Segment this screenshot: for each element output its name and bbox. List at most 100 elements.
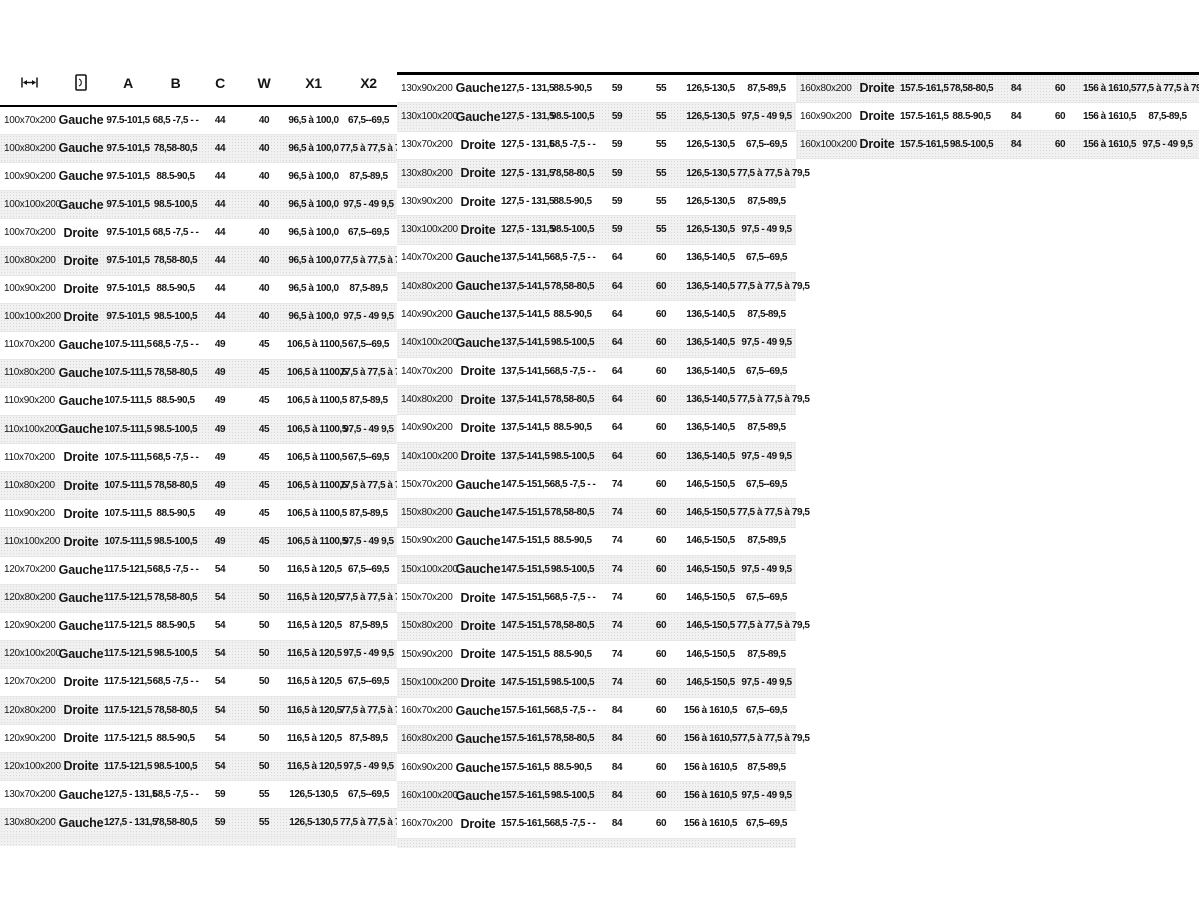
cell-x1: 106,5 à 1100,5 <box>287 535 347 547</box>
cell-b: 88.5-90,5 <box>553 761 592 773</box>
cell-x2: 77,5 à 77,5 à 79,5 <box>737 393 810 405</box>
stripe-tail <box>0 837 397 847</box>
cell-c: 84 <box>611 733 623 745</box>
cell-side: Gauche <box>455 307 501 322</box>
cell-w: 40 <box>258 311 270 323</box>
cell-size: 130x70x200 <box>401 139 453 151</box>
cell-x2: 87,5-89,5 <box>349 620 388 632</box>
cell-x2: 77,5 à 77,5 à 79,5 <box>340 592 413 604</box>
cell-a: 157.5-161,5 <box>501 790 550 802</box>
cell-a: 107.5-111,5 <box>104 367 152 379</box>
cell-x1: 146,5-150,5 <box>686 676 735 688</box>
cell-x1: 96,5 à 100,0 <box>288 198 339 210</box>
cell-w: 60 <box>1054 110 1066 122</box>
cell-x2: 67,5--69,5 <box>347 226 390 238</box>
cell-c: 49 <box>214 367 226 379</box>
table-row: 130x90x200 Droite 127,5 - 131,5 88.5-90,5 59… <box>397 188 796 217</box>
cell-b: 98.5-100,5 <box>550 676 595 688</box>
cell-w: 55 <box>655 167 667 179</box>
table-row: 140x90x200 Gauche 137,5-141,5 88.5-90,5 64 60… <box>397 301 796 330</box>
table-column-1: A B C W X1 X2 100x70x200 Gauche 97.5-101,5… <box>0 60 413 847</box>
cell-b: 98.5-100,5 <box>153 198 198 210</box>
cell-a: 117.5-121,5 <box>104 732 152 744</box>
table-row: 130x70x200 Gauche 127,5 - 131,5 68,5 -7,5 -… <box>0 781 397 810</box>
cell-x2: 77,5 à 77,5 à 79,5 <box>340 479 413 491</box>
cell-side: Droite <box>63 759 99 774</box>
cell-a: 157.5-161,5 <box>900 110 949 122</box>
cell-x2: 67,5--69,5 <box>745 478 788 490</box>
cell-side: Gauche <box>58 562 104 577</box>
cell-x1: 116,5 à 120,5 <box>287 592 342 604</box>
cell-c: 59 <box>214 816 226 828</box>
table-rows-column-2: 130x90x200 Gauche 127,5 - 131,5 88.5-90,5 59… <box>397 75 810 840</box>
cell-c: 74 <box>611 563 623 575</box>
cell-size: 140x80x200 <box>401 280 453 292</box>
cell-c: 54 <box>214 760 226 772</box>
table-column-3: 160x80x200 Droite 157.5-161,5 78,58-80,5 84 6… <box>796 72 1199 160</box>
cell-w: 60 <box>655 280 667 292</box>
cell-a: 137,5-141,5 <box>501 422 550 434</box>
cell-size: 120x90x200 <box>4 620 56 632</box>
cell-c: 44 <box>214 198 226 210</box>
cell-x2: 67,5--69,5 <box>745 365 788 377</box>
cell-b: 98.5-100,5 <box>153 423 198 435</box>
table-row: 100x70x200 Droite 97.5-101,5 68,5 -7,5 - - 4… <box>0 219 397 248</box>
cell-side: Droite <box>460 194 496 209</box>
cell-x1: 96,5 à 100,0 <box>288 255 339 267</box>
cell-c: 59 <box>214 788 226 800</box>
table-row: 160x100x200 Gauche 157.5-161,5 98.5-100,5 84… <box>397 782 796 811</box>
table-row: 140x80x200 Gauche 137,5-141,5 78,58-80,5 64 6… <box>397 273 810 302</box>
cell-x1: 96,5 à 100,0 <box>288 226 339 238</box>
table-row: 120x90x200 Droite 117.5-121,5 88.5-90,5 54 50… <box>0 725 397 754</box>
cell-a: 97.5-101,5 <box>106 114 150 126</box>
cell-a: 147.5-151,5 <box>501 591 550 603</box>
cell-x1: 126,5-130,5 <box>686 110 735 122</box>
cell-size: 150x70x200 <box>401 478 453 490</box>
cell-x2: 67,5--69,5 <box>745 139 788 151</box>
cell-x1: 146,5-150,5 <box>686 648 735 660</box>
cell-b: 68,5 -7,5 - - <box>549 252 596 264</box>
cell-w: 55 <box>258 816 270 828</box>
cell-w: 40 <box>258 114 270 126</box>
table-row: 150x70x200 Droite 147.5-151,5 68,5 -7,5 - -… <box>397 584 796 613</box>
cell-w: 60 <box>655 337 667 349</box>
cell-c: 74 <box>611 507 623 519</box>
cell-size: 110x80x200 <box>4 479 55 491</box>
table-row: 110x80x200 Droite 107.5-111,5 78,58-80,5 49 4… <box>0 472 413 501</box>
cell-a: 127,5 - 131,5 <box>501 195 555 207</box>
cell-size: 130x90x200 <box>401 82 453 94</box>
cell-x1: 126,5-130,5 <box>289 816 338 828</box>
cell-x2: 97,5 - 49 9,5 <box>741 224 792 236</box>
cell-b: 78,58-80,5 <box>550 393 595 405</box>
cell-size: 160x100x200 <box>800 138 857 150</box>
cell-x2: 87,5-89,5 <box>747 648 786 660</box>
cell-side: Gauche <box>58 113 104 128</box>
cell-b: 78,58-80,5 <box>153 255 198 267</box>
cell-side: Gauche <box>455 732 501 747</box>
cell-c: 59 <box>611 167 623 179</box>
cell-size: 160x80x200 <box>800 82 852 94</box>
table-row: 140x70x200 Droite 137,5-141,5 68,5 -7,5 - -… <box>397 357 796 387</box>
cell-b: 68,5 -7,5 - - <box>549 365 596 377</box>
cell-x2: 67,5--69,5 <box>745 252 788 264</box>
width-dimension-icon <box>0 77 58 88</box>
cell-c: 49 <box>214 423 226 435</box>
cell-c: 59 <box>611 139 623 151</box>
column-header-a: A <box>123 74 133 91</box>
cell-x1: 126,5-130,5 <box>686 139 735 151</box>
cell-x1: 146,5-150,5 <box>686 535 735 547</box>
table-row: 100x80x200 Droite 97.5-101,5 78,58-80,5 44 40… <box>0 247 413 276</box>
cell-b: 88.5-90,5 <box>156 620 195 632</box>
cell-x1: 136,5-140,5 <box>686 280 735 292</box>
cell-a: 127,5 - 131,5 <box>104 816 158 828</box>
cell-x2: 87,5-89,5 <box>747 195 786 207</box>
table-row: 160x80x200 Gauche 157.5-161,5 78,58-80,5 84 6… <box>397 725 810 755</box>
cell-a: 137,5-141,5 <box>501 280 550 292</box>
cell-size: 110x70x200 <box>4 339 55 351</box>
cell-w: 60 <box>655 676 667 688</box>
cell-size: 100x80x200 <box>4 142 56 154</box>
cell-side: Gauche <box>58 590 104 605</box>
cell-size: 100x70x200 <box>4 114 56 126</box>
table-row: 100x100x200 Droite 97.5-101,5 98.5-100,5 44 4… <box>0 303 397 332</box>
cell-w: 55 <box>655 82 667 94</box>
